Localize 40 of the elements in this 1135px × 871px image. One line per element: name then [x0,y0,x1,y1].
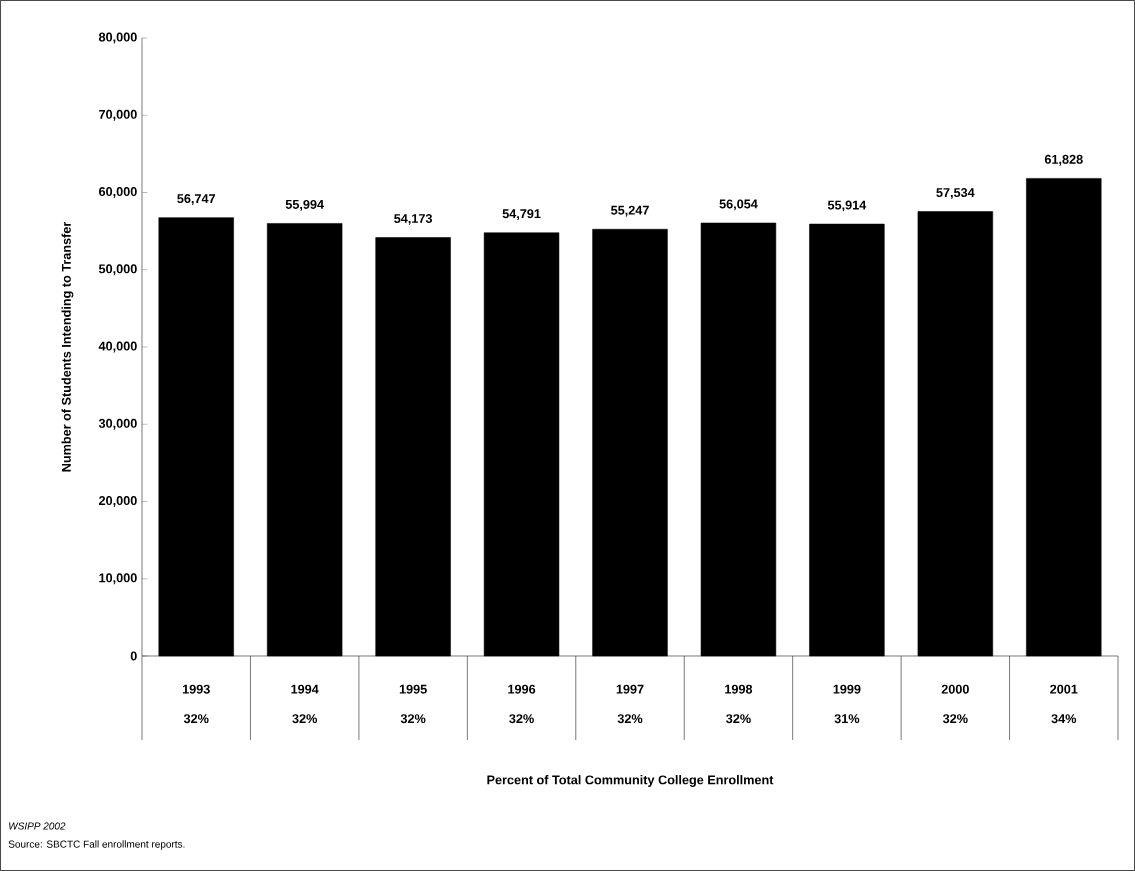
text: 31% [834,714,860,724]
data-label: 61,828 [1044,154,1083,166]
data-label: 55,914 [827,200,867,212]
y-tick-label: 70,000 [99,109,137,121]
text: 32% [292,714,318,724]
data-label: 57,534 [936,188,975,199]
y-tick-label: 20,000 [98,496,137,507]
y-axis-title: Number of Students Intending to Transfer [61,221,74,472]
y-tick-label: 80,000 [98,32,137,44]
text: 32% [617,714,643,724]
x-tick-label: 1999 [833,684,861,694]
y-tick-label: 40,000 [98,341,137,353]
text: 32% [726,714,751,724]
data-label: 56,054 [719,199,758,211]
x-tick-label: 2001 [1050,684,1078,694]
data-label: 56,747 [177,194,216,205]
data-label: 54,791 [502,209,541,221]
text: 32% [942,714,968,724]
text: 32% [509,714,534,724]
data-label: 54,173 [394,214,433,225]
text: 32% [183,714,209,724]
x-tick-label: 1996 [508,684,536,694]
text: 32% [400,714,426,724]
x-tick-label: 1997 [616,684,644,694]
x-tick-label: 2000 [941,684,969,694]
y-tick-label: 10,000 [99,573,137,585]
y-tick-label: 60,000 [99,187,137,198]
x-tick-label: 1993 [182,684,210,694]
x-tick-label: 1995 [399,684,427,694]
source-note: Source: SBCTC Fall enrollment reports. [8,840,185,850]
data-label: 55,994 [285,199,324,211]
data-label: 55,247 [611,205,649,217]
x-tick-label: 1998 [725,684,753,694]
text: Percent of Total Community College Enrollment [487,775,774,787]
y-tick-label: 30,000 [98,418,137,430]
text: WSIPP 2002 [9,822,66,830]
y-tick-label: 0 [130,651,137,661]
y-tick-label: 50,000 [98,264,137,276]
text: 34% [1051,714,1077,724]
x-tick-label: 1994 [291,684,319,694]
